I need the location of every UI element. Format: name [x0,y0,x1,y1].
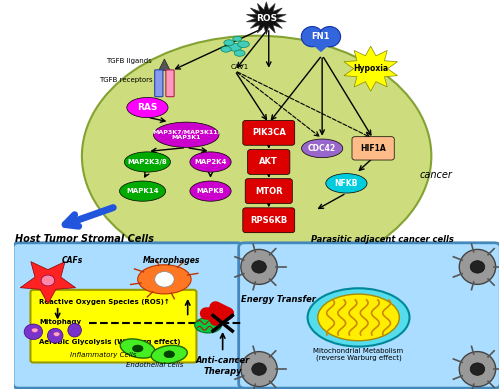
Ellipse shape [460,352,496,386]
Text: MAPK8: MAPK8 [196,188,224,194]
FancyBboxPatch shape [243,208,294,233]
Text: Hypoxia: Hypoxia [353,64,388,73]
Text: Host Tumor Stromal Cells: Host Tumor Stromal Cells [15,234,154,244]
Ellipse shape [302,27,323,47]
Text: Reactive Oxygen Species (ROS)↑: Reactive Oxygen Species (ROS)↑ [39,299,170,305]
Ellipse shape [460,250,496,284]
Text: Mitophagy: Mitophagy [39,319,82,325]
Ellipse shape [241,352,278,386]
Polygon shape [20,262,76,304]
Text: Energy Transfer: Energy Transfer [241,295,316,304]
Ellipse shape [221,46,231,52]
Polygon shape [246,2,286,34]
Text: MAP3K7/MAP3K11/
MAP3K1: MAP3K7/MAP3K11/ MAP3K1 [152,129,220,140]
FancyBboxPatch shape [245,179,292,204]
Text: RPS6KB: RPS6KB [250,216,288,225]
Text: NFKB: NFKB [334,179,358,188]
Ellipse shape [470,363,484,375]
Text: CDC42: CDC42 [308,144,336,153]
Text: FN1: FN1 [312,32,330,41]
Ellipse shape [24,324,42,340]
FancyBboxPatch shape [248,149,290,174]
Ellipse shape [190,152,231,172]
Ellipse shape [190,181,231,201]
Text: Aerobic Glycolysis (Warburg effect): Aerobic Glycolysis (Warburg effect) [39,339,180,345]
Ellipse shape [120,181,166,201]
Ellipse shape [124,152,170,172]
Ellipse shape [308,288,410,347]
Text: ROS: ROS [256,14,277,23]
Text: PIK3CA: PIK3CA [252,128,286,137]
Text: Endothelial cells: Endothelial cells [126,362,183,368]
Text: HIF1A: HIF1A [360,144,386,153]
FancyBboxPatch shape [166,70,174,97]
Ellipse shape [326,174,367,193]
FancyBboxPatch shape [352,137,394,160]
Text: TGFB ligands: TGFB ligands [106,58,152,64]
Text: Inflammatory Cells: Inflammatory Cells [70,352,136,358]
Text: cancer: cancer [419,170,452,179]
Text: CAV1: CAV1 [230,64,249,70]
FancyBboxPatch shape [154,70,163,97]
Ellipse shape [127,98,168,118]
Ellipse shape [82,35,432,277]
Ellipse shape [164,351,174,358]
Text: Anti-cancer
Therapy: Anti-cancer Therapy [196,356,250,376]
Text: CAFs: CAFs [62,256,83,265]
Ellipse shape [41,275,54,286]
Ellipse shape [234,50,245,56]
Ellipse shape [224,40,234,46]
Ellipse shape [154,122,219,147]
Ellipse shape [32,328,38,332]
Ellipse shape [151,346,188,363]
Text: Macrophages: Macrophages [142,256,200,265]
Ellipse shape [233,36,241,41]
Ellipse shape [238,41,250,48]
Text: Parasitic adjacent cancer cells: Parasitic adjacent cancer cells [312,235,454,244]
Polygon shape [158,59,170,71]
Text: Mitochondrial Metabolism
(reverse Warburg effect): Mitochondrial Metabolism (reverse Warbur… [314,347,404,361]
Text: AKT: AKT [260,158,278,167]
Text: TGFB receptors: TGFB receptors [99,77,152,83]
Text: MTOR: MTOR [255,186,282,196]
Ellipse shape [154,271,174,287]
Ellipse shape [318,294,400,341]
Ellipse shape [68,323,82,337]
FancyBboxPatch shape [238,243,500,388]
Ellipse shape [132,345,143,352]
Ellipse shape [241,250,278,284]
Ellipse shape [120,339,155,358]
FancyBboxPatch shape [30,290,196,362]
Ellipse shape [194,317,222,333]
Text: MAPK14: MAPK14 [126,188,159,194]
Text: MAP2K4: MAP2K4 [194,159,227,165]
Ellipse shape [228,43,241,51]
Polygon shape [344,46,398,91]
Ellipse shape [302,139,343,158]
Ellipse shape [54,332,60,336]
Ellipse shape [319,27,340,47]
Ellipse shape [138,265,191,294]
Ellipse shape [48,328,63,343]
FancyBboxPatch shape [243,121,294,145]
Text: RAS: RAS [137,103,158,112]
Polygon shape [306,39,336,52]
Ellipse shape [252,261,266,273]
FancyBboxPatch shape [13,243,243,388]
Text: MAP2K3/8: MAP2K3/8 [128,159,168,165]
Ellipse shape [252,363,266,375]
Ellipse shape [470,261,484,273]
